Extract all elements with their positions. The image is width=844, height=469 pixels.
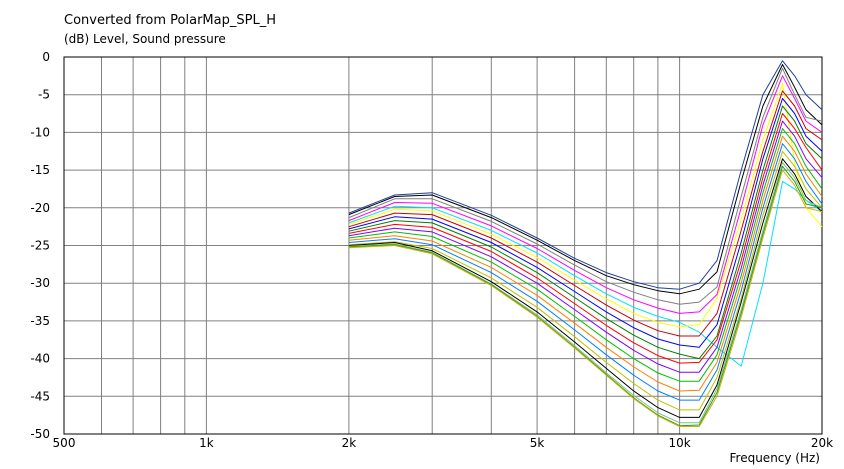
x-axis-ticks: 500 1k 2k 5k 10k 20k xyxy=(53,436,834,450)
series-line-7 xyxy=(348,90,823,337)
y-tick-label: -35 xyxy=(30,314,50,328)
x-axis-label: Frequency (Hz) xyxy=(730,451,821,465)
plot-frame xyxy=(63,56,823,435)
series-line-19 xyxy=(348,169,823,427)
chart-subtitle: (dB) Level, Sound pressure xyxy=(64,32,226,46)
series-line-2 xyxy=(348,64,823,295)
series-line-9 xyxy=(348,105,823,360)
series-line-16 xyxy=(348,158,823,418)
y-tick-label: -40 xyxy=(30,352,50,366)
series-layer xyxy=(348,60,823,427)
chart-title: Converted from PolarMap_SPL_H xyxy=(64,13,276,28)
y-tick-label: -10 xyxy=(30,125,50,139)
x-tick-label: 1k xyxy=(199,436,214,450)
y-tick-label: -25 xyxy=(30,239,50,253)
x-tick-label: 2k xyxy=(342,436,357,450)
series-line-15 xyxy=(348,150,823,411)
y-tick-label: -30 xyxy=(30,276,50,290)
x-tick-label: 20k xyxy=(811,436,833,450)
series-line-3 xyxy=(348,67,823,305)
series-line-1 xyxy=(348,60,823,290)
y-tick-label: -15 xyxy=(30,163,50,177)
series-line-10 xyxy=(348,113,823,364)
series-line-4 xyxy=(348,75,823,314)
x-tick-label: 10k xyxy=(668,436,690,450)
x-tick-label: 500 xyxy=(53,436,76,450)
series-line-13 xyxy=(348,135,823,392)
y-tick-label: -5 xyxy=(38,88,50,102)
series-line-5 xyxy=(348,180,823,367)
series-line-14 xyxy=(348,143,823,401)
y-tick-label: -20 xyxy=(30,201,50,215)
series-line-6 xyxy=(348,82,823,328)
x-tick-label: 5k xyxy=(530,436,545,450)
series-line-12 xyxy=(348,128,823,382)
series-line-8 xyxy=(348,98,823,348)
y-axis-ticks: 0 -5 -10 -15 -20 -25 -30 -35 -40 -45 -50 xyxy=(30,50,50,441)
series-line-18 xyxy=(348,165,823,427)
y-tick-label: -50 xyxy=(30,427,50,441)
y-tick-label: -45 xyxy=(30,389,50,403)
y-tick-label: 0 xyxy=(42,50,50,64)
series-line-17 xyxy=(348,162,823,424)
series-line-11 xyxy=(348,120,823,373)
